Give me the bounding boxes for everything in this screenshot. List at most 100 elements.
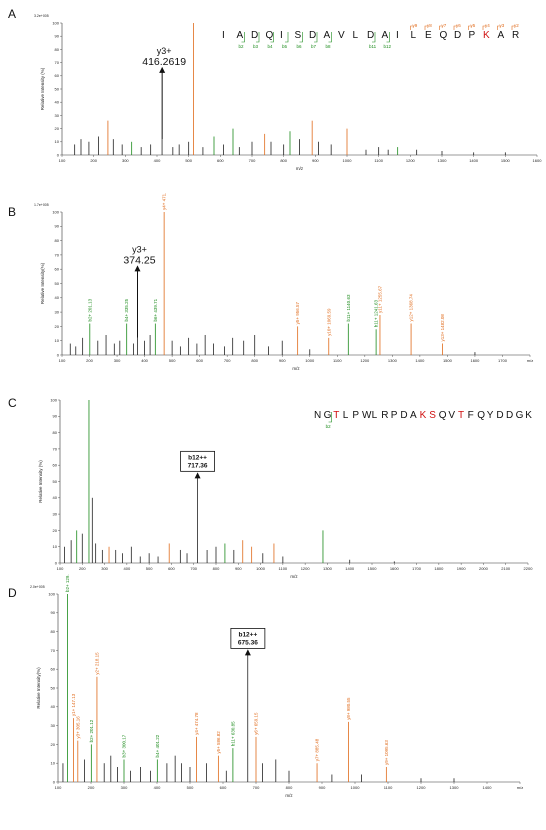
- x-tick-label: 500: [146, 566, 153, 571]
- x-tick-label: 1100: [279, 566, 288, 571]
- y-ion-label: y7: [442, 23, 447, 28]
- b-ion-label: b12: [384, 44, 392, 49]
- y-ion-bracket: [424, 25, 428, 30]
- y-ion-label: y2: [514, 23, 519, 28]
- callout-label: b12++: [188, 454, 207, 461]
- y-tick-label: 20: [51, 742, 56, 747]
- x-tick-label: 1700: [412, 566, 422, 571]
- b-ion-bracket: [386, 32, 390, 43]
- panel-A: A 3.2e+005 0 10 20 30 40 50 60 70 80 90 100 100 200 300…: [8, 7, 542, 171]
- peak-label: y7+ 885.48: [315, 738, 320, 761]
- panel-label: D: [8, 586, 17, 600]
- x-tick-label: 1300: [450, 785, 460, 790]
- y-tick-label: 30: [53, 512, 58, 517]
- x-tick-label: 2000: [479, 566, 489, 571]
- x-tick-label: 700: [249, 158, 256, 163]
- peak-label: b4+ 335.25: [124, 298, 129, 321]
- y-tick-label: 0: [53, 779, 56, 784]
- x-tick-label: 800: [280, 158, 287, 163]
- b-ion-bracket: [299, 32, 303, 43]
- peak-label: y4+ 471.: [162, 193, 167, 210]
- sequence-residue: L: [372, 410, 378, 421]
- x-axis-label: m/z: [285, 793, 293, 798]
- sequence-residue: G: [516, 410, 524, 421]
- y-tick-label: 50: [55, 86, 60, 91]
- peak-label: y12+ 1368.74: [409, 294, 414, 322]
- b-ion-label: b4: [268, 44, 274, 49]
- x-tick-label: 200: [90, 158, 97, 163]
- x-tick-label: m/z: [517, 785, 523, 790]
- sequence-residue: R: [381, 410, 388, 421]
- sequence-residue: V: [448, 410, 455, 421]
- x-tick-label: 300: [101, 566, 108, 571]
- panel-label: A: [8, 7, 16, 21]
- y-tick-label: 60: [55, 267, 60, 272]
- intensity-label: 1.7e+005: [34, 203, 49, 207]
- peak-label: y3+ 305.16: [75, 716, 80, 739]
- x-tick-label: 800: [286, 785, 293, 790]
- sequence-residue: L: [343, 410, 349, 421]
- x-tick-label: 1200: [417, 785, 427, 790]
- sequence-residue: L: [353, 30, 359, 41]
- y-ion-label: y6: [456, 23, 461, 28]
- x-tick-label: 400: [141, 358, 148, 363]
- x-tick-label: 200: [86, 358, 93, 363]
- x-tick-label: 600: [168, 566, 175, 571]
- y-tick-label: 60: [55, 73, 60, 78]
- sequence-residue: R: [512, 30, 519, 41]
- sequence-residue: S: [429, 410, 436, 421]
- y-tick-label: 0: [55, 560, 58, 565]
- x-tick-label: 1100: [384, 785, 393, 790]
- sequence-residue: Y: [487, 410, 494, 421]
- y-tick-label: 0: [57, 152, 60, 157]
- peak-label: b2+ 201.12: [89, 719, 94, 742]
- sequence-residue: I: [280, 30, 283, 41]
- sequence-residue: P: [391, 410, 398, 421]
- callout-mz: 675.36: [238, 639, 258, 646]
- x-tick-label: 200: [79, 566, 86, 571]
- y-axis-label: Relative Intensity(%): [36, 667, 41, 709]
- sequence-residue: K: [525, 410, 532, 421]
- peak-label: y11+ 1255.67: [377, 285, 382, 313]
- x-axis-label: m/z: [296, 166, 304, 171]
- peak-label: b11+ 1241.63: [374, 299, 379, 327]
- callout-label: y3+: [132, 244, 147, 254]
- y-tick-label: 80: [55, 238, 60, 243]
- callout-arrowhead: [159, 66, 166, 73]
- b-ion-bracket: [270, 32, 274, 43]
- b-ion-bracket: [241, 32, 245, 43]
- x-tick-label: 1100: [374, 158, 383, 163]
- sequence-residue: D: [251, 30, 258, 41]
- x-tick-label: 500: [185, 158, 192, 163]
- sequence-residue: Q: [439, 410, 447, 421]
- x-tick-label: 1300: [323, 566, 333, 571]
- x-tick-label: 600: [196, 358, 203, 363]
- peak-label: b11+ 630.85: [230, 721, 235, 746]
- peak-label: y9+ 1095.63: [384, 740, 389, 765]
- peak-label: y5+ 586.82: [216, 731, 221, 754]
- y-tick-label: 10: [51, 761, 56, 766]
- callout-mz: 416.2619: [142, 56, 186, 68]
- y-ion-label: y4: [485, 23, 490, 28]
- y-tick-label: 100: [50, 397, 57, 402]
- y-tick-label: 100: [52, 209, 59, 214]
- x-tick-label: 900: [235, 566, 242, 571]
- sequence-residue: V: [338, 30, 345, 41]
- y-axis-label: Relative Intensity(%): [40, 262, 45, 304]
- y-ion-label: y5: [471, 23, 476, 28]
- peak-label: y4+ 474.78: [194, 712, 199, 735]
- x-tick-label: 1100: [333, 358, 342, 363]
- x-tick-label: 300: [122, 158, 129, 163]
- b-ion-label: b11: [369, 44, 377, 49]
- y-tick-label: 40: [55, 100, 60, 105]
- sequence-residue: P: [352, 410, 359, 421]
- b-ion-bracket: [328, 412, 332, 423]
- x-tick-label: 700: [253, 785, 260, 790]
- y-tick-label: 100: [52, 20, 59, 25]
- x-tick-label: 1400: [345, 566, 355, 571]
- x-tick-label: 700: [190, 566, 197, 571]
- x-tick-label: 300: [114, 358, 121, 363]
- x-tick-label: 1400: [483, 785, 493, 790]
- x-tick-label: 1300: [388, 358, 398, 363]
- callout-arrowhead: [244, 649, 251, 656]
